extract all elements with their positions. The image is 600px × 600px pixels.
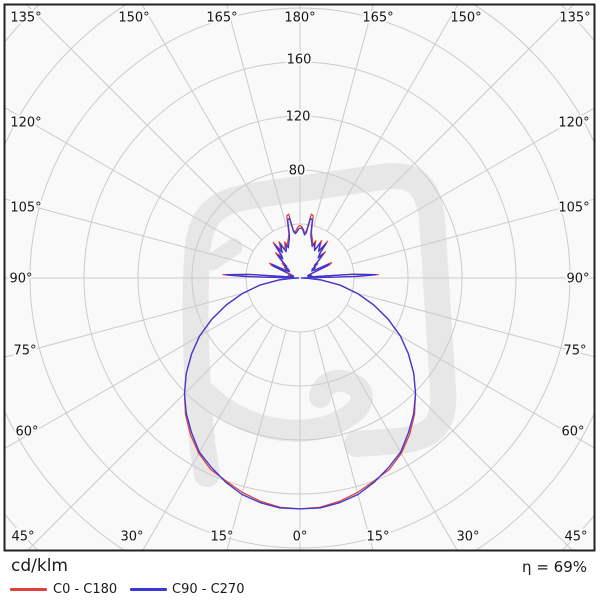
angle-tick-label: 135° xyxy=(10,11,41,26)
angle-tick-label: 15° xyxy=(210,530,233,545)
legend-label-c90-c270: C90 - C270 xyxy=(172,582,245,597)
legend-line-c0-c180 xyxy=(10,588,47,591)
ring-value-label: 120 xyxy=(286,110,311,125)
watermark-swoosh xyxy=(195,369,373,442)
angle-tick-label: 90° xyxy=(9,272,32,287)
angle-tick-label: 30° xyxy=(120,530,143,545)
angle-tick-label: 135° xyxy=(559,11,590,26)
grid-radial-150 xyxy=(326,4,459,232)
grid-radial-345 xyxy=(226,330,287,551)
grid-radial-30 xyxy=(326,324,458,551)
grid-radial-75 xyxy=(352,291,595,358)
watermark-bar xyxy=(203,238,243,271)
angle-tick-label: 60° xyxy=(15,425,38,440)
angle-tick-label: 165° xyxy=(362,11,393,26)
angle-tick-label: 120° xyxy=(558,116,589,131)
angle-tick-label: 165° xyxy=(206,11,237,26)
grid-radial-165 xyxy=(313,4,374,226)
grid-radial-315 xyxy=(26,315,263,551)
grid-radial-45 xyxy=(337,315,574,551)
grid-radial-135 xyxy=(337,4,575,241)
curves xyxy=(183,213,417,510)
axis-labels: 135° 150° 165° 180° 165° 150° 135° 120° 120° 105°… xyxy=(7,9,592,547)
grid-radial-105 xyxy=(352,198,595,265)
plot-frame xyxy=(3,3,596,552)
angle-tick-label: 120° xyxy=(10,116,41,131)
angle-tick-label: 150° xyxy=(450,11,481,26)
angle-tick-label: 60° xyxy=(561,425,584,440)
grid-radial-330 xyxy=(142,324,274,551)
angle-tick-label: 45° xyxy=(11,530,34,545)
grid-radial-210 xyxy=(141,4,274,232)
grid-radial-15 xyxy=(313,330,374,551)
grid-radial-120 xyxy=(346,107,595,252)
efficiency-label: η = 69% xyxy=(522,558,587,576)
angle-tick-label: 45° xyxy=(564,530,587,545)
ring-value-label: 160 xyxy=(287,53,312,68)
legend-line-c90-c270 xyxy=(130,588,167,591)
angle-tick-label: 30° xyxy=(456,530,479,545)
angle-tick-label: 105° xyxy=(10,201,41,216)
angle-tick-label: 90° xyxy=(566,272,589,287)
angle-tick-label: 75° xyxy=(13,344,36,359)
angle-tick-label: 0° xyxy=(293,530,308,545)
angle-tick-label: 75° xyxy=(563,344,586,359)
grid-radial-225 xyxy=(25,4,263,241)
angle-tick-label: 180° xyxy=(284,11,315,26)
angle-tick-label: 105° xyxy=(558,201,589,216)
series-curve-c90-c270 xyxy=(183,217,417,510)
angle-tick-label: 150° xyxy=(118,11,149,26)
legend-label-c0-c180: C0 - C180 xyxy=(53,582,118,597)
grid-radial-255 xyxy=(4,198,248,265)
grid-radial-285 xyxy=(4,291,248,358)
angle-tick-label: 15° xyxy=(366,530,389,545)
ring-value-label: 80 xyxy=(289,164,306,179)
grid-radial-240 xyxy=(4,106,254,252)
grid-radial-195 xyxy=(226,4,287,226)
units-label: cd/klm xyxy=(11,556,68,576)
